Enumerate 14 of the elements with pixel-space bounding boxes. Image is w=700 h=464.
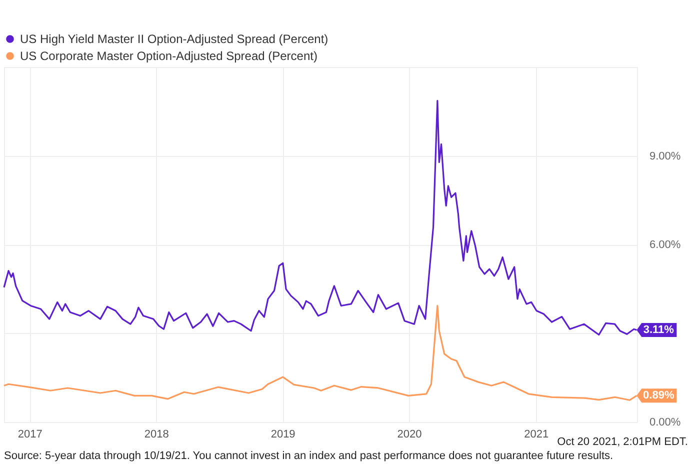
- legend-label: US Corporate Master Option-Adjusted Spread (Percent): [20, 49, 318, 63]
- x-tick-label: 2017: [18, 428, 42, 440]
- y-tick-label: 9.00%: [650, 150, 681, 162]
- x-tick-label: 2020: [397, 428, 422, 440]
- x-tick-label: 2019: [270, 428, 296, 440]
- x-tick-label: 2018: [144, 428, 169, 440]
- y-tick-label: 0.00%: [650, 416, 681, 428]
- x-tick-label: 2021: [524, 428, 549, 440]
- legend-label: US High Yield Master II Option-Adjusted Spread (Percent): [20, 32, 328, 46]
- text: Oct 20 2021, 2:01PM EDT.: [557, 436, 688, 448]
- source-note: Source: 5-year data through 10/19/21. You cannot invest in an index and past performance does not guarantee future results.: [3, 450, 614, 463]
- y-tick-label: 6.00%: [650, 239, 681, 251]
- data-label: 0.89%: [643, 390, 674, 402]
- data-label: 3.11%: [643, 324, 674, 336]
